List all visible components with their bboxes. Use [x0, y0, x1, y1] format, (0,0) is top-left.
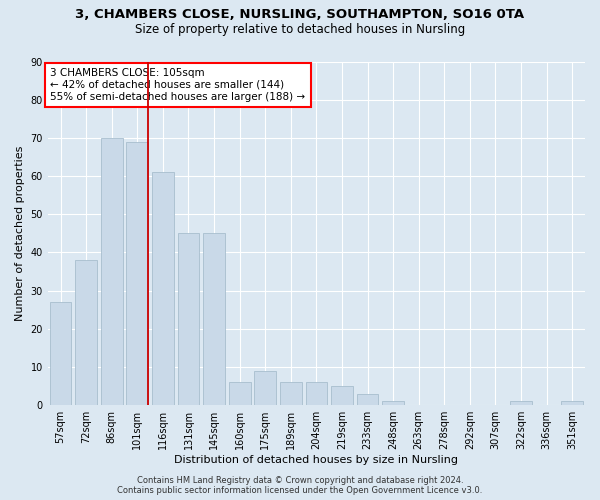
Bar — [382, 402, 404, 405]
Bar — [75, 260, 97, 405]
Text: 3 CHAMBERS CLOSE: 105sqm
← 42% of detached houses are smaller (144)
55% of semi-: 3 CHAMBERS CLOSE: 105sqm ← 42% of detach… — [50, 68, 305, 102]
Bar — [178, 234, 199, 405]
Bar — [254, 371, 276, 405]
Bar — [152, 172, 174, 405]
Text: Contains HM Land Registry data © Crown copyright and database right 2024.
Contai: Contains HM Land Registry data © Crown c… — [118, 476, 482, 495]
Bar — [510, 402, 532, 405]
Bar — [356, 394, 379, 405]
Y-axis label: Number of detached properties: Number of detached properties — [15, 146, 25, 321]
Bar — [50, 302, 71, 405]
Bar — [562, 402, 583, 405]
X-axis label: Distribution of detached houses by size in Nursling: Distribution of detached houses by size … — [175, 455, 458, 465]
Bar — [280, 382, 302, 405]
Text: Size of property relative to detached houses in Nursling: Size of property relative to detached ho… — [135, 22, 465, 36]
Bar — [331, 386, 353, 405]
Bar — [101, 138, 122, 405]
Bar — [305, 382, 327, 405]
Bar — [203, 234, 225, 405]
Bar — [127, 142, 148, 405]
Bar — [229, 382, 251, 405]
Text: 3, CHAMBERS CLOSE, NURSLING, SOUTHAMPTON, SO16 0TA: 3, CHAMBERS CLOSE, NURSLING, SOUTHAMPTON… — [76, 8, 524, 20]
